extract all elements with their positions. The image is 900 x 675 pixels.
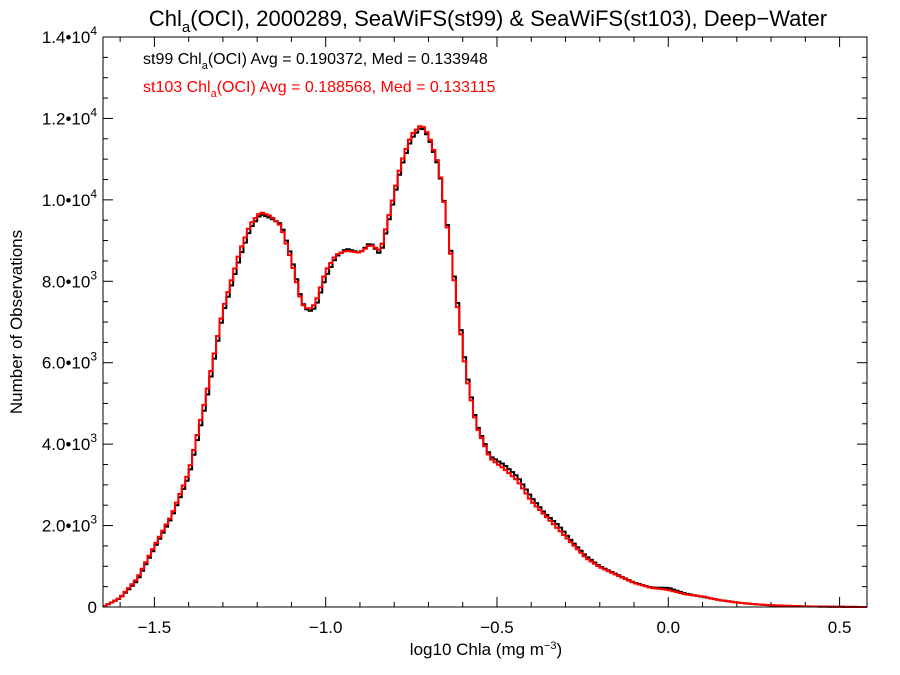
tick-marks <box>103 36 867 608</box>
y-tick-label: 8.0•103 <box>42 268 98 291</box>
series-layer <box>103 125 867 608</box>
y-tick-exponent: 4 <box>90 24 97 38</box>
x-tick-labels: −1.5 −1.0 −0.5 0.0 0.5 <box>138 618 852 637</box>
x-tick-label: 0.5 <box>828 618 852 637</box>
histogram-series-1 <box>103 125 867 608</box>
annotation-st99: st99 Chla(OCI) Avg = 0.190372, Med = 0.1… <box>143 51 488 72</box>
y-tick-label: 6.0•103 <box>42 350 98 373</box>
y-tick-labels: 02.0•1034.0•1036.0•1038.0•1031.0•1041.2•… <box>42 24 98 617</box>
x-tick-label: 0.0 <box>656 618 680 637</box>
y-tick-mantissa: 1.2•10 <box>42 109 91 128</box>
x-axis-label: log10 Chla (mg m−3) <box>410 640 562 659</box>
y-tick-exponent: 4 <box>90 105 97 119</box>
y-tick-label: 1.2•104 <box>42 105 98 128</box>
x-tick-label: −1.0 <box>309 618 343 637</box>
y-tick-mantissa: 1.0•10 <box>42 191 91 210</box>
y-tick-mantissa: 4.0•10 <box>42 435 91 454</box>
y-tick-label: 2.0•103 <box>42 513 98 536</box>
x-tick-label: −0.5 <box>480 618 514 637</box>
y-tick-exponent: 3 <box>90 268 97 282</box>
y-tick-mantissa: 1.4•10 <box>42 28 91 47</box>
y-tick-label: 0 <box>88 598 97 617</box>
y-tick-label: 1.4•104 <box>42 24 98 47</box>
y-axis-label: Number of Observations <box>7 230 26 414</box>
plot-frame <box>102 36 868 608</box>
y-tick-exponent: 3 <box>90 350 97 364</box>
y-tick-mantissa: 2.0•10 <box>42 517 91 536</box>
y-tick-exponent: 3 <box>90 431 97 445</box>
y-tick-mantissa: 8.0•10 <box>42 272 91 291</box>
x-tick-label: −1.5 <box>138 618 172 637</box>
chart-title: Chla(OCI), 2000289, SeaWiFS(st99) & SeaW… <box>149 6 827 36</box>
y-tick-exponent: 3 <box>90 513 97 527</box>
y-tick-label: 4.0•103 <box>42 431 98 454</box>
y-tick-mantissa: 6.0•10 <box>42 354 91 373</box>
y-tick-label: 1.0•104 <box>42 187 98 210</box>
annotation-st103: st103 Chla(OCI) Avg = 0.188568, Med = 0.… <box>143 79 496 100</box>
y-tick-mantissa: 0 <box>88 598 97 617</box>
histogram-series-0 <box>103 127 867 608</box>
y-tick-exponent: 4 <box>90 187 97 201</box>
